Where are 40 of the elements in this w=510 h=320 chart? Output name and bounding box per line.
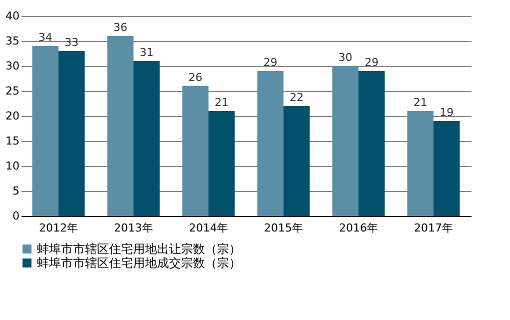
data-label: 36 bbox=[113, 21, 128, 34]
data-label: 22 bbox=[290, 91, 304, 104]
bar bbox=[358, 71, 385, 216]
bar bbox=[107, 36, 134, 216]
bar bbox=[134, 61, 160, 216]
data-label: 26 bbox=[188, 71, 202, 84]
y-tick-label: 5 bbox=[12, 184, 20, 198]
y-tick-label: 30 bbox=[6, 60, 20, 72]
x-tick-label: 2013年 bbox=[114, 222, 153, 234]
data-label: 30 bbox=[338, 51, 352, 64]
x-tick-label: 2016年 bbox=[339, 222, 378, 234]
x-tick-label: 2012年 bbox=[39, 222, 78, 234]
legend-label: 蚌埠市市辖区住宅用地出让宗数（宗） bbox=[37, 242, 241, 256]
bar bbox=[32, 46, 58, 216]
y-tick-label: 40 bbox=[6, 10, 20, 22]
y-tick-label: 25 bbox=[6, 84, 20, 98]
bar bbox=[208, 111, 235, 216]
data-label: 19 bbox=[440, 106, 454, 119]
x-tick-label: 2014年 bbox=[189, 222, 228, 234]
y-tick-label: 0 bbox=[12, 210, 20, 222]
y-tick-label: 35 bbox=[6, 34, 20, 48]
data-label: 21 bbox=[413, 96, 428, 109]
y-tick-label: 10 bbox=[6, 160, 20, 172]
y-tick-label: 15 bbox=[6, 134, 20, 148]
data-label: 34 bbox=[38, 31, 52, 44]
data-label: 29 bbox=[364, 56, 379, 69]
data-label: 31 bbox=[140, 46, 154, 59]
bar bbox=[182, 86, 208, 216]
y-tick-label: 20 bbox=[6, 110, 20, 122]
bar bbox=[407, 111, 434, 216]
bar bbox=[332, 66, 358, 216]
bar bbox=[434, 121, 460, 216]
data-label: 21 bbox=[214, 96, 229, 109]
x-tick-label: 2017年 bbox=[414, 222, 453, 234]
bar bbox=[58, 51, 85, 216]
bar bbox=[284, 106, 310, 216]
bar bbox=[257, 71, 284, 216]
x-tick-label: 2015年 bbox=[264, 222, 303, 234]
legend-label: 蚌埠市市辖区住宅用地成交宗数（宗） bbox=[37, 256, 241, 270]
data-label: 29 bbox=[263, 56, 278, 69]
